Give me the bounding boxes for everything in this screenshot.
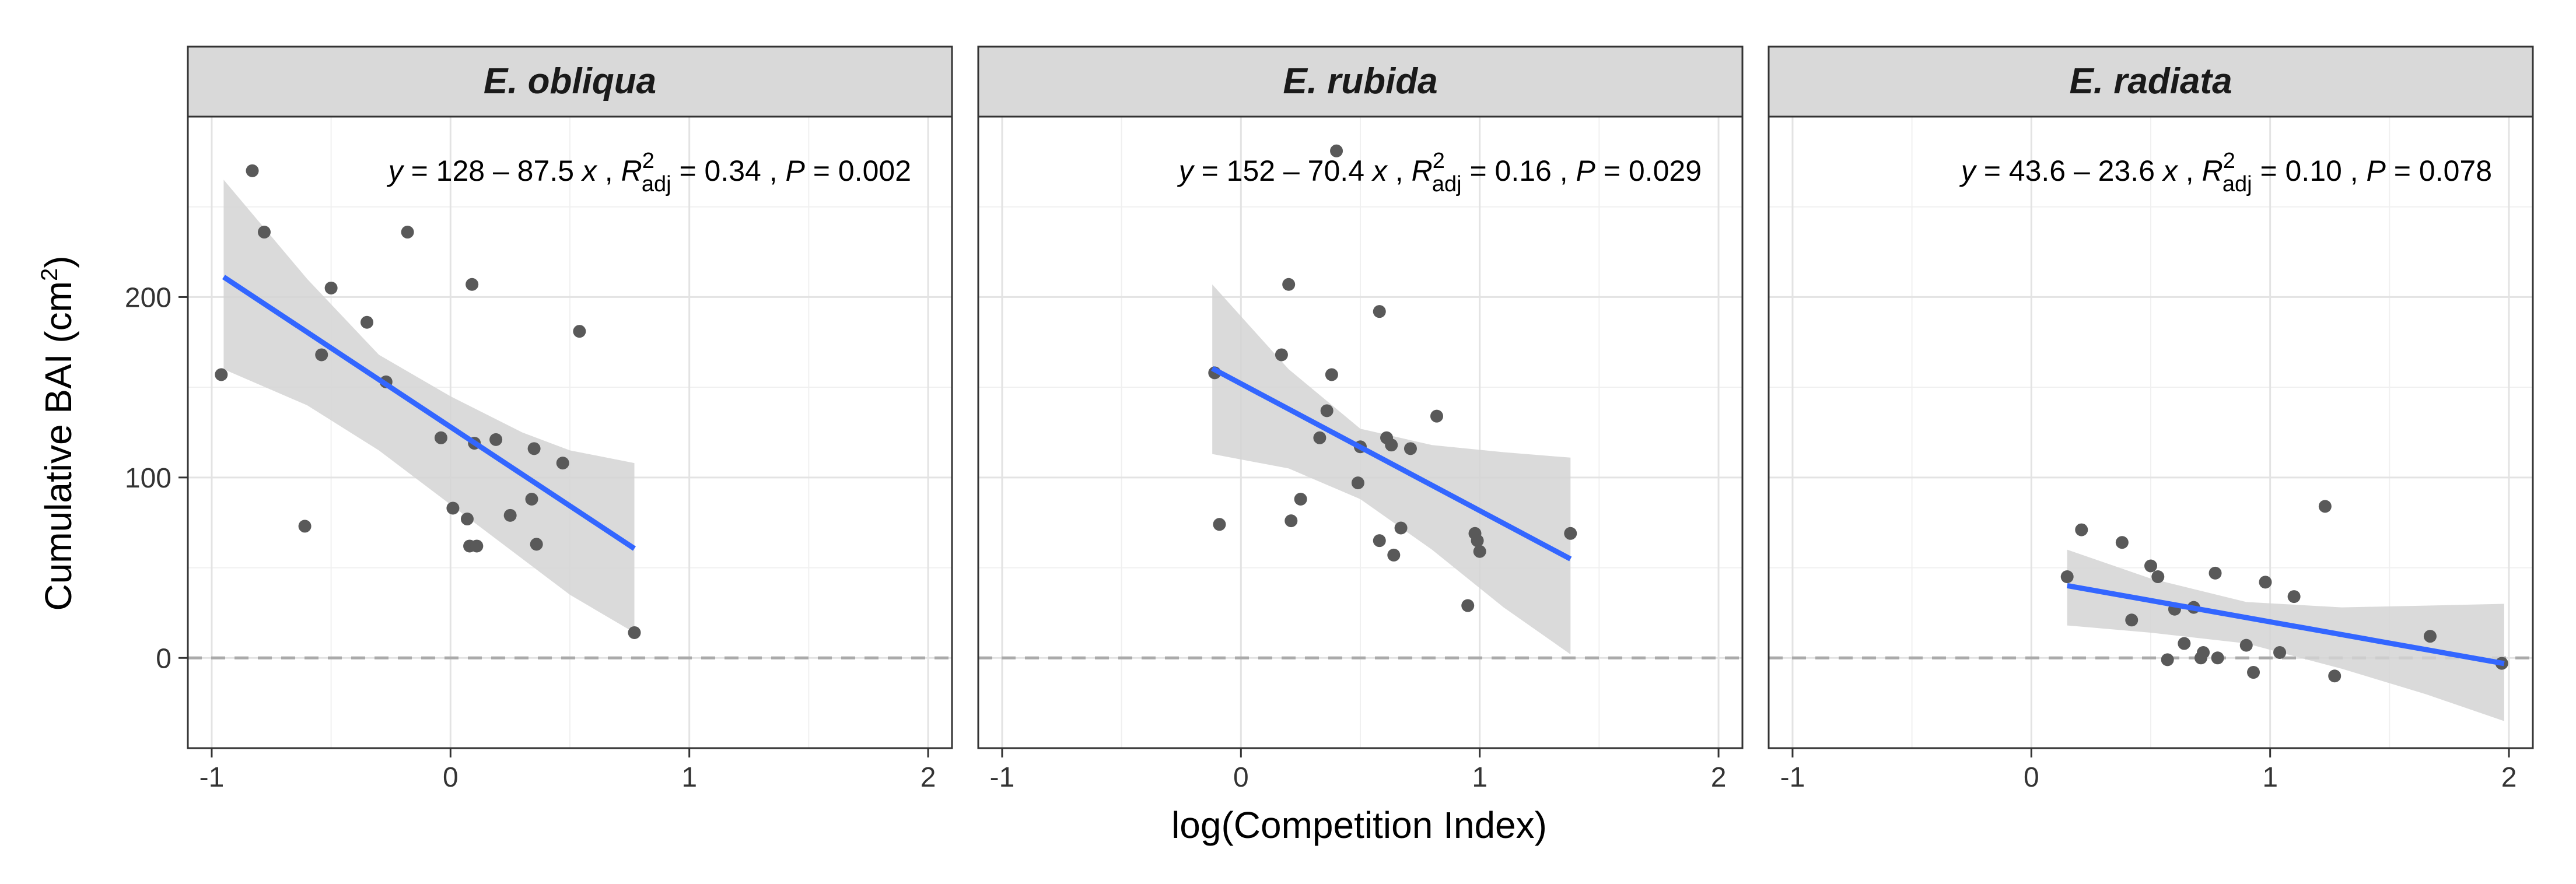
data-point	[446, 501, 460, 515]
data-point	[503, 508, 517, 522]
data-point	[1394, 521, 1408, 535]
data-point	[1282, 278, 1296, 291]
regression-line	[222, 275, 636, 551]
x-tick-label: 0	[1233, 762, 1249, 793]
facet-label: E. radiata	[2069, 61, 2232, 101]
data-point	[1404, 442, 1417, 455]
data-point	[215, 368, 228, 381]
data-point	[1213, 518, 1226, 531]
confidence-ribbon	[2067, 549, 2504, 721]
x-tick-label: 1	[681, 762, 697, 793]
data-point	[1320, 404, 1334, 418]
data-point	[527, 442, 541, 455]
data-point	[1373, 534, 1386, 548]
y-tick-label: 200	[125, 282, 172, 313]
data-point	[470, 539, 484, 553]
panel-border	[1768, 115, 2534, 749]
data-point	[1294, 492, 1307, 506]
data-point	[2060, 570, 2074, 584]
regression-equation: y = 43.6 – 23.6 x , R2 adj = 0.10 , P = 0…	[1959, 149, 2492, 197]
data-point	[1313, 431, 1326, 444]
data-point	[2208, 566, 2222, 580]
facet-strip	[1768, 45, 2534, 118]
data-point	[1471, 534, 1484, 548]
data-point	[1351, 476, 1364, 490]
data-point	[2287, 590, 2301, 604]
x-tick-label: 2	[1711, 762, 1727, 793]
y-tick-label: 0	[156, 643, 172, 674]
data-point	[2178, 637, 2191, 650]
data-point	[246, 164, 259, 177]
data-point	[298, 520, 312, 533]
data-point	[2247, 666, 2260, 679]
data-point	[2423, 630, 2437, 643]
data-point	[573, 325, 586, 338]
x-tick-label: 2	[2501, 762, 2517, 793]
data-point	[2161, 653, 2174, 666]
regression-equation: y = 128 – 87.5 x , R2 adj = 0.34 , P = 0.…	[387, 149, 911, 197]
facet-panel: E. obliqua y = 128 – 87.5 x , R2 adj = 0.3…	[125, 45, 953, 793]
data-point	[2328, 669, 2342, 683]
data-point	[525, 492, 538, 506]
data-point	[1473, 545, 1486, 558]
data-point	[434, 431, 447, 444]
data-point	[2259, 576, 2272, 589]
data-point	[1461, 599, 1475, 612]
x-tick-label: -1	[1780, 762, 1805, 793]
facet-panel: E. rubida y = 152 – 70.4 x , R2 adj = 0.16…	[977, 45, 1744, 793]
confidence-ribbon	[1212, 284, 1571, 655]
x-tick-label: 0	[2024, 762, 2039, 793]
panel-border	[187, 115, 953, 749]
data-point	[2151, 570, 2165, 584]
data-point	[460, 513, 474, 526]
data-point	[1275, 348, 1288, 362]
data-point	[2144, 559, 2157, 573]
data-point	[530, 538, 543, 551]
x-axis-title: log(Competition Index)	[1171, 804, 1547, 846]
data-point	[489, 433, 503, 446]
data-point	[1373, 305, 1386, 318]
data-point	[2115, 536, 2129, 549]
y-axis-title: Cumulative BAI (cm2)	[37, 255, 79, 611]
data-point	[2125, 613, 2138, 627]
data-point	[1564, 527, 1577, 540]
data-point	[1284, 514, 1298, 528]
data-point	[628, 626, 641, 639]
x-tick-label: 1	[1472, 762, 1488, 793]
panel-border	[977, 115, 1744, 749]
data-point	[360, 315, 374, 329]
x-tick-label: -1	[200, 762, 225, 793]
data-point	[2211, 651, 2224, 665]
data-point	[2075, 523, 2088, 536]
data-point	[258, 226, 271, 239]
y-tick-label: 100	[125, 463, 172, 494]
data-point	[324, 281, 338, 294]
x-tick-label: 1	[2262, 762, 2278, 793]
x-tick-label: 0	[443, 762, 459, 793]
data-point	[466, 278, 479, 291]
data-point	[1385, 439, 1398, 452]
facet-strip	[187, 45, 953, 118]
data-point	[2197, 646, 2210, 660]
data-point	[1387, 548, 1401, 562]
regression-equation: y = 152 – 70.4 x , R2 adj = 0.16 , P = 0.…	[1177, 149, 1702, 197]
regression-line	[1211, 366, 1572, 562]
data-point	[1325, 368, 1338, 381]
data-point	[1430, 409, 1443, 423]
x-tick-label: 2	[921, 762, 936, 793]
facet-label: E. rubida	[1283, 61, 1437, 101]
data-point	[2273, 646, 2287, 660]
data-point	[1330, 144, 1343, 157]
data-point	[2318, 500, 2332, 513]
data-point	[556, 457, 569, 470]
facet-panel: E. radiata y = 43.6 – 23.6 x , R2 adj = 0.…	[1768, 45, 2534, 793]
data-point	[2239, 639, 2253, 652]
confidence-ribbon	[223, 180, 635, 633]
data-point	[315, 348, 328, 362]
x-tick-label: -1	[990, 762, 1015, 793]
regression-line	[2066, 583, 2505, 666]
data-point	[401, 226, 414, 239]
facet-label: E. obliqua	[484, 61, 656, 101]
